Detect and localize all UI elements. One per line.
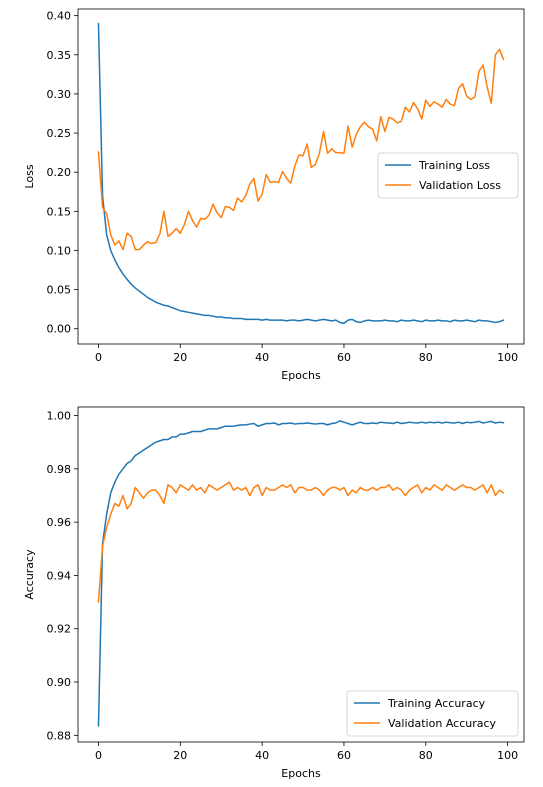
loss-x-tick-label: 80 bbox=[419, 351, 433, 364]
accuracy-y-tick-label: 1.00 bbox=[47, 410, 72, 423]
loss-y-tick-label: 0.25 bbox=[47, 127, 72, 140]
accuracy-y-tick-label: 0.92 bbox=[47, 623, 72, 636]
accuracy-x-tick-label: 100 bbox=[497, 749, 518, 762]
loss-y-tick-label: 0.00 bbox=[47, 323, 72, 336]
loss-series-layer bbox=[97, 22, 505, 325]
accuracy-y-tick-label: 0.94 bbox=[47, 569, 72, 582]
accuracy-plot-frame bbox=[77, 406, 525, 743]
loss-legend-box bbox=[377, 152, 519, 199]
accuracy-legend-label-validation: Validation Accuracy bbox=[388, 717, 497, 730]
accuracy-legend: Training Accuracy Validation Accuracy bbox=[346, 690, 519, 737]
loss-legend: Training Loss Validation Loss bbox=[377, 152, 519, 199]
loss-series-validation-line bbox=[97, 48, 505, 251]
loss-y-tick-label: 0.05 bbox=[47, 284, 72, 297]
accuracy-x-tick-label: 60 bbox=[337, 749, 351, 762]
accuracy-y-axis-label: Accuracy bbox=[23, 549, 36, 600]
accuracy-series-layer bbox=[97, 420, 505, 727]
accuracy-series-training-line bbox=[97, 420, 505, 727]
accuracy-x-tick-label: 40 bbox=[255, 749, 269, 762]
accuracy-chart: 0 20 40 60 80 100 0.88 0.90 0.92 0.94 0.96 0.98 1.0… bbox=[23, 406, 525, 780]
loss-x-tick-label: 20 bbox=[173, 351, 187, 364]
accuracy-x-tick-label: 80 bbox=[419, 749, 433, 762]
loss-x-tick-label: 60 bbox=[337, 351, 351, 364]
accuracy-y-ticks: 0.88 0.90 0.92 0.94 0.96 0.98 1.00 bbox=[47, 410, 78, 742]
loss-y-tick-label: 0.20 bbox=[47, 166, 72, 179]
loss-chart: 0 20 40 60 80 100 0.00 0.05 0.10 0.15 0.20 0.25 0.3… bbox=[23, 8, 525, 382]
loss-y-ticks: 0.00 0.05 0.10 0.15 0.20 0.25 0.30 0.35 0.40 bbox=[47, 10, 78, 336]
loss-x-tick-label: 40 bbox=[255, 351, 269, 364]
accuracy-y-tick-label: 0.88 bbox=[47, 729, 72, 742]
loss-y-tick-label: 0.35 bbox=[47, 49, 72, 62]
loss-x-ticks: 0 20 40 60 80 100 bbox=[95, 344, 518, 364]
accuracy-x-ticks: 0 20 40 60 80 100 bbox=[95, 742, 518, 762]
loss-y-tick-label: 0.15 bbox=[47, 205, 72, 218]
loss-x-axis-label: Epochs bbox=[281, 369, 321, 382]
accuracy-x-tick-label: 0 bbox=[95, 749, 102, 762]
accuracy-y-tick-label: 0.90 bbox=[47, 676, 72, 689]
loss-x-tick-label: 100 bbox=[497, 351, 518, 364]
loss-y-axis-label: Loss bbox=[23, 164, 36, 188]
accuracy-legend-label-training: Training Accuracy bbox=[387, 697, 486, 710]
loss-plot-frame bbox=[77, 8, 525, 345]
accuracy-y-tick-label: 0.96 bbox=[47, 516, 72, 529]
accuracy-x-axis-label: Epochs bbox=[281, 767, 321, 780]
loss-y-tick-label: 0.10 bbox=[47, 244, 72, 257]
loss-legend-label-validation: Validation Loss bbox=[419, 179, 501, 192]
accuracy-x-tick-label: 20 bbox=[173, 749, 187, 762]
loss-x-tick-label: 0 bbox=[95, 351, 102, 364]
loss-legend-label-training: Training Loss bbox=[418, 159, 490, 172]
loss-y-tick-label: 0.40 bbox=[47, 10, 72, 23]
loss-y-tick-label: 0.30 bbox=[47, 88, 72, 101]
accuracy-legend-box bbox=[346, 690, 519, 737]
accuracy-plot-area bbox=[78, 407, 524, 742]
accuracy-series-validation-line bbox=[97, 481, 505, 603]
loss-series-training-line bbox=[97, 22, 505, 325]
accuracy-y-tick-label: 0.98 bbox=[47, 463, 72, 476]
